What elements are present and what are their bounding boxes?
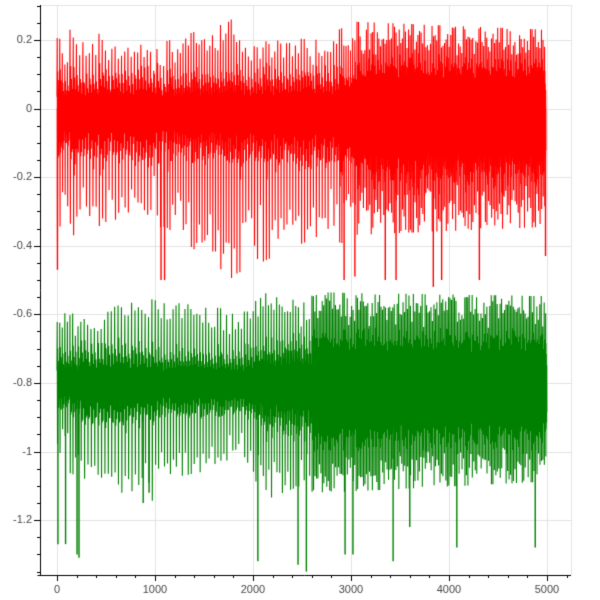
chart-canvas xyxy=(0,0,600,600)
waveform-plot xyxy=(0,0,600,600)
